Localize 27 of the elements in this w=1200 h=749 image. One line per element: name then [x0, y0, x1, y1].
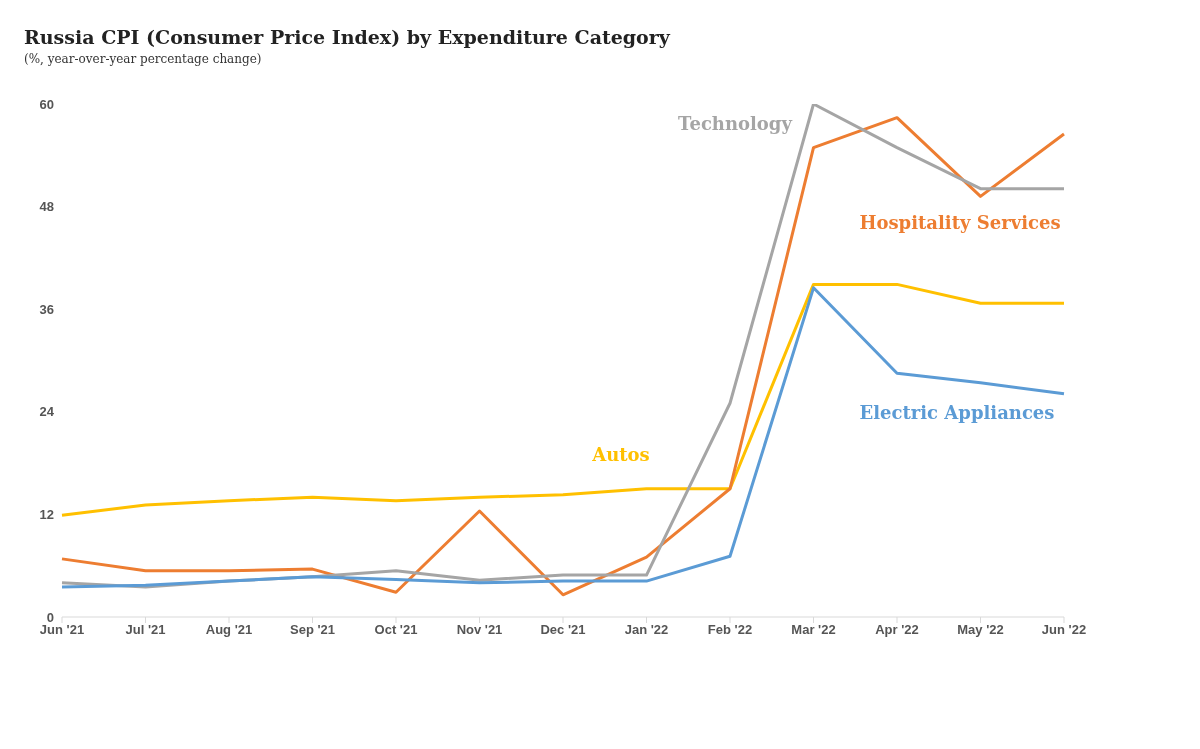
x-tick-label: May '22	[957, 622, 1004, 638]
y-tick-label: 0	[46, 609, 54, 625]
x-tick-label: Jun '21	[39, 622, 85, 638]
x-tick-label: Jan '22	[624, 622, 669, 638]
x-tick-label: Sep '21	[289, 622, 336, 638]
y-tick-label: 24	[39, 404, 55, 420]
line-series	[60, 286, 1066, 589]
y-tick-label: 48	[39, 199, 54, 215]
chart-title: Russia CPI (Consumer Price Index) by Expenditure Category	[24, 26, 670, 48]
y-tick-label: 36	[39, 301, 54, 317]
x-tick-label: Apr '22	[875, 622, 919, 638]
y-tick-label: 12	[39, 507, 54, 523]
x-tick-label: Dec '21	[540, 622, 586, 638]
x-tick-label: Jun '22	[1041, 622, 1087, 638]
series-label: Hospitality Services	[859, 212, 1061, 233]
series-label: Technology	[678, 113, 793, 134]
x-tick-label: Oct '21	[374, 622, 418, 638]
line-series	[60, 282, 1066, 517]
x-tick-label: Feb '22	[707, 622, 753, 638]
x-tick-label: Aug '21	[205, 622, 253, 638]
y-tick-label: 60	[39, 96, 54, 112]
x-tick-label: Jul '21	[125, 622, 166, 638]
chart-subtitle: (%, year-over-year percentage change)	[24, 52, 262, 66]
series-label: Electric Appliances	[859, 402, 1055, 423]
series-label: Autos	[591, 444, 650, 465]
x-tick-label: Nov '21	[456, 622, 503, 638]
x-tick-label: Mar '22	[791, 622, 836, 638]
